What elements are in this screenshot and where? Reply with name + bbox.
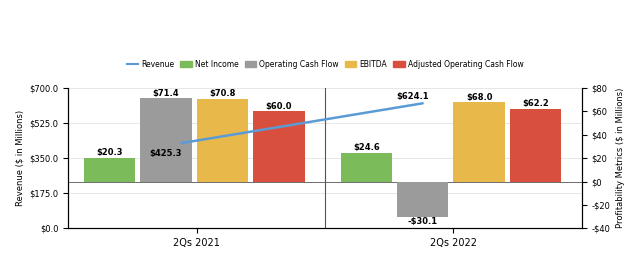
Text: $70.8: $70.8 bbox=[209, 89, 236, 98]
Text: $60.0: $60.0 bbox=[266, 102, 292, 111]
Bar bbox=[510, 109, 561, 181]
Text: $20.3: $20.3 bbox=[96, 148, 123, 157]
Bar bbox=[84, 158, 135, 181]
Bar bbox=[454, 102, 505, 181]
Bar bbox=[253, 112, 305, 181]
Y-axis label: Revenue ($ in Millions): Revenue ($ in Millions) bbox=[15, 110, 24, 206]
Text: $71.4: $71.4 bbox=[153, 89, 179, 98]
Text: $24.6: $24.6 bbox=[353, 143, 380, 152]
Bar bbox=[140, 98, 191, 181]
Bar bbox=[340, 153, 392, 181]
Text: $425.3: $425.3 bbox=[150, 149, 182, 158]
Bar bbox=[196, 99, 248, 181]
Text: $68.0: $68.0 bbox=[466, 93, 492, 102]
Bar bbox=[397, 181, 449, 217]
Text: $62.2: $62.2 bbox=[522, 99, 549, 108]
Text: -$30.1: -$30.1 bbox=[408, 217, 438, 226]
Legend: Revenue, Net Income, Operating Cash Flow, EBITDA, Adjusted Operating Cash Flow: Revenue, Net Income, Operating Cash Flow… bbox=[124, 57, 527, 72]
Text: $624.1: $624.1 bbox=[396, 92, 429, 101]
Y-axis label: Profitability Metrics ($ in Millions): Profitability Metrics ($ in Millions) bbox=[616, 88, 625, 228]
